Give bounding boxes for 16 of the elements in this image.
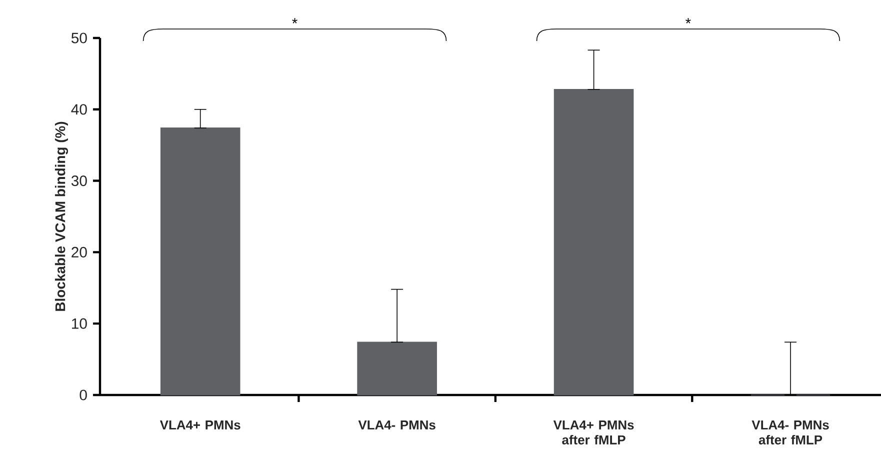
x-tick-label: VLA4- PMNs xyxy=(358,420,436,430)
text: * xyxy=(686,18,691,24)
x-tick-label: VLA4+ PMNs after fMLP xyxy=(553,420,634,444)
y-tick-label: 50 xyxy=(71,32,87,44)
bar xyxy=(160,128,240,396)
y-tick-label: 10 xyxy=(72,318,87,329)
y-axis-title: Blockable VCAM binding (%) xyxy=(54,122,68,311)
bar xyxy=(357,342,437,396)
x-tick-label: VLA4+ PMNs xyxy=(160,420,240,430)
y-tick-label: 40 xyxy=(71,104,87,115)
y-tick-label: 30 xyxy=(71,175,87,186)
text: * xyxy=(292,18,298,24)
y-tick-label: 0 xyxy=(80,390,87,400)
y-tick-label: 20 xyxy=(72,246,87,258)
bar xyxy=(554,88,634,396)
x-tick-label: VLA4- PMNs after fMLP xyxy=(752,420,829,444)
